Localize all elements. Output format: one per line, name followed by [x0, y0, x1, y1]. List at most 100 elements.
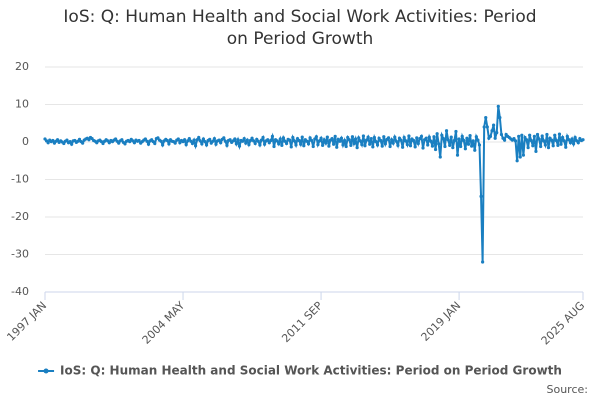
point — [404, 139, 408, 143]
point — [190, 141, 195, 146]
point — [242, 137, 246, 141]
point — [186, 139, 190, 143]
point — [321, 143, 325, 147]
point — [278, 137, 282, 141]
point — [247, 143, 251, 147]
point — [289, 145, 293, 149]
point — [275, 139, 279, 143]
point — [565, 134, 569, 138]
point — [145, 139, 149, 143]
point — [366, 135, 370, 139]
point — [161, 143, 165, 147]
point — [440, 133, 444, 137]
series-line — [44, 106, 584, 263]
point — [571, 142, 576, 146]
point — [330, 137, 334, 141]
point — [523, 135, 527, 140]
point — [408, 144, 413, 148]
point — [576, 141, 580, 145]
point — [245, 138, 249, 142]
x-tick-label: 2004 MAY — [140, 299, 188, 347]
point — [237, 144, 242, 148]
point — [259, 138, 264, 142]
point — [288, 138, 292, 142]
point — [292, 139, 296, 143]
point — [55, 138, 60, 142]
point — [529, 138, 533, 143]
point — [446, 138, 450, 142]
point — [363, 144, 367, 148]
point — [361, 134, 366, 138]
point — [517, 134, 521, 138]
point — [377, 136, 381, 140]
point — [455, 153, 460, 157]
point — [302, 144, 306, 148]
point — [581, 138, 585, 142]
point — [300, 135, 304, 139]
point — [462, 138, 466, 143]
point — [225, 143, 229, 147]
point — [499, 132, 504, 137]
point — [137, 138, 141, 143]
point — [556, 143, 560, 147]
point — [564, 145, 568, 149]
point — [197, 135, 201, 140]
point — [201, 137, 206, 141]
point — [540, 134, 544, 138]
point — [441, 137, 446, 141]
point — [203, 140, 207, 144]
point — [437, 142, 441, 146]
point — [280, 143, 284, 147]
point — [65, 138, 69, 142]
point — [380, 144, 384, 148]
point — [211, 139, 215, 143]
point — [358, 139, 362, 143]
point — [474, 135, 478, 139]
point — [212, 137, 216, 141]
point — [68, 140, 72, 144]
point — [394, 139, 398, 143]
point — [524, 138, 529, 142]
point — [299, 142, 303, 146]
point — [350, 135, 355, 139]
point — [412, 138, 416, 143]
point — [539, 144, 543, 149]
point — [193, 144, 198, 148]
point — [270, 134, 275, 138]
point — [222, 136, 226, 140]
point — [532, 134, 536, 138]
point — [557, 132, 562, 136]
point — [241, 139, 245, 143]
point — [332, 142, 336, 146]
point — [535, 132, 540, 137]
point — [176, 137, 180, 141]
point — [452, 138, 456, 143]
point — [451, 146, 455, 150]
point — [234, 142, 238, 146]
y-tick-label: -10 — [11, 173, 29, 186]
point — [468, 134, 472, 138]
point — [46, 141, 50, 145]
point — [364, 138, 369, 142]
point — [258, 143, 262, 147]
point — [322, 138, 326, 142]
point — [324, 141, 328, 145]
point — [379, 138, 383, 143]
point — [426, 143, 430, 147]
point — [248, 138, 253, 143]
point — [344, 144, 348, 149]
point — [496, 104, 500, 108]
point — [123, 142, 127, 146]
point — [484, 116, 488, 120]
point — [208, 137, 212, 141]
y-tick-label: 20 — [15, 60, 29, 73]
point — [233, 137, 237, 141]
point — [335, 145, 339, 149]
point — [466, 142, 471, 146]
point — [200, 142, 204, 146]
point — [283, 139, 287, 143]
point — [269, 138, 273, 143]
point — [167, 142, 171, 146]
point — [182, 138, 187, 142]
